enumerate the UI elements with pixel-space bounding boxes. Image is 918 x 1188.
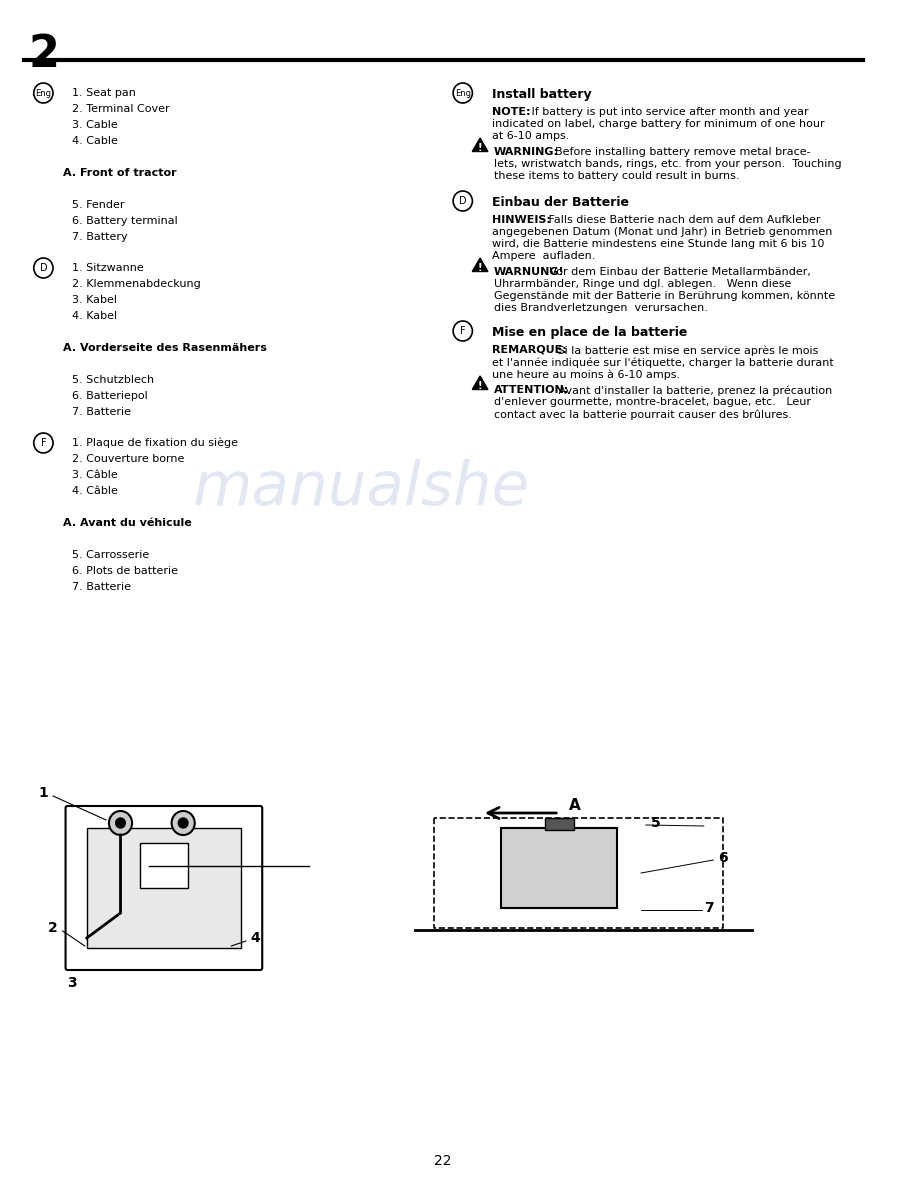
Text: 2. Terminal Cover: 2. Terminal Cover [73, 105, 170, 114]
Text: 6: 6 [718, 851, 728, 865]
Bar [544, 819, 574, 830]
Text: If battery is put into service after month and year: If battery is put into service after mon… [529, 107, 809, 116]
Text: 5: 5 [651, 816, 661, 830]
Text: F: F [40, 438, 46, 448]
Text: !: ! [477, 143, 483, 153]
Text: Avant d'installer la batterie, prenez la précaution: Avant d'installer la batterie, prenez la… [555, 385, 833, 396]
Text: D: D [459, 196, 466, 206]
Circle shape [178, 819, 188, 828]
Text: A. Vorderseite des Rasenmähers: A. Vorderseite des Rasenmähers [62, 343, 266, 353]
Text: Install battery: Install battery [492, 88, 591, 101]
Text: 1: 1 [39, 786, 49, 800]
Text: Mise en place de la batterie: Mise en place de la batterie [492, 326, 687, 339]
Text: 6. Plots de batterie: 6. Plots de batterie [73, 565, 178, 576]
Text: Eng: Eng [454, 88, 471, 97]
Text: Uhrarmbänder, Ringe und dgl. ablegen.   Wenn diese: Uhrarmbänder, Ringe und dgl. ablegen. We… [494, 279, 791, 289]
Text: 3. Câble: 3. Câble [73, 470, 118, 480]
Text: 22: 22 [434, 1154, 452, 1168]
Polygon shape [472, 258, 488, 272]
Text: 2. Couverture borne: 2. Couverture borne [73, 454, 185, 465]
Text: REMARQUE:: REMARQUE: [492, 345, 566, 355]
Text: contact avec la batterie pourrait causer des brûlures.: contact avec la batterie pourrait causer… [494, 409, 791, 419]
Text: at 6-10 amps.: at 6-10 amps. [492, 131, 569, 141]
Text: 3. Cable: 3. Cable [73, 120, 118, 129]
Text: !: ! [477, 263, 483, 273]
Text: 4: 4 [251, 931, 261, 944]
Text: Einbau der Batterie: Einbau der Batterie [492, 196, 629, 209]
Text: indicated on label, charge battery for minimum of one hour: indicated on label, charge battery for m… [492, 119, 824, 129]
Text: Gegenstände mit der Batterie in Berührung kommen, könnte: Gegenstände mit der Batterie in Berührun… [494, 291, 834, 301]
Text: 2: 2 [48, 921, 58, 935]
Text: 7. Batterie: 7. Batterie [73, 407, 131, 417]
Circle shape [116, 819, 126, 828]
Text: 3: 3 [68, 977, 77, 990]
Text: Eng: Eng [36, 88, 51, 97]
Text: A. Avant du véhicule: A. Avant du véhicule [62, 518, 192, 527]
Text: A: A [569, 798, 580, 814]
Text: 7: 7 [704, 901, 713, 915]
Text: wird, die Batterie mindestens eine Stunde lang mit 6 bis 10: wird, die Batterie mindestens eine Stund… [492, 239, 824, 249]
Text: et l'année indiquée sur l'étiquette, charger la batterie durant: et l'année indiquée sur l'étiquette, cha… [492, 358, 834, 367]
Text: 4. Câble: 4. Câble [73, 486, 118, 497]
Text: Ampere  aufladen.: Ampere aufladen. [492, 251, 595, 261]
Bar [87, 828, 241, 948]
Text: 3. Kabel: 3. Kabel [73, 295, 118, 305]
Text: WARNING:: WARNING: [494, 147, 559, 157]
Text: D: D [39, 263, 47, 273]
Text: 1. Plaque de fixation du siège: 1. Plaque de fixation du siège [73, 438, 239, 449]
Text: 4. Kabel: 4. Kabel [73, 311, 118, 321]
Text: ATTENTION:: ATTENTION: [494, 385, 569, 394]
Text: Vor dem Einbau der Batterie Metallarmbänder,: Vor dem Einbau der Batterie Metallarmbän… [545, 267, 811, 277]
Text: 2. Klemmenabdeckung: 2. Klemmenabdeckung [73, 279, 201, 289]
Circle shape [172, 811, 195, 835]
Text: Before installing battery remove metal brace-: Before installing battery remove metal b… [548, 147, 811, 157]
Text: angegebenen Datum (Monat und Jahr) in Betrieb genommen: angegebenen Datum (Monat und Jahr) in Be… [492, 227, 832, 236]
Text: these items to battery could result in burns.: these items to battery could result in b… [494, 171, 739, 181]
Text: F: F [460, 326, 465, 336]
Text: WARNUNG!: WARNUNG! [494, 267, 565, 277]
Polygon shape [472, 138, 488, 152]
Text: NOTE:: NOTE: [492, 107, 531, 116]
Text: Falls diese Batterie nach dem auf dem Aufkleber: Falls diese Batterie nach dem auf dem Au… [544, 215, 820, 225]
Text: 6. Battery terminal: 6. Battery terminal [73, 216, 178, 226]
Text: 7. Batterie: 7. Batterie [73, 582, 131, 592]
Polygon shape [472, 375, 488, 390]
Text: d'enlever gourmette, montre-bracelet, bague, etc.   Leur: d'enlever gourmette, montre-bracelet, ba… [494, 397, 811, 407]
Circle shape [109, 811, 132, 835]
Text: 5. Schutzblech: 5. Schutzblech [73, 375, 154, 385]
Text: 7. Battery: 7. Battery [73, 232, 128, 242]
Text: 1. Sitzwanne: 1. Sitzwanne [73, 263, 144, 273]
Text: 4. Cable: 4. Cable [73, 135, 118, 146]
Text: Si la batterie est mise en service après le mois: Si la batterie est mise en service après… [554, 345, 819, 355]
Text: 1. Seat pan: 1. Seat pan [73, 88, 136, 97]
Text: lets, wristwatch bands, rings, etc. from your person.  Touching: lets, wristwatch bands, rings, etc. from… [494, 159, 841, 169]
Text: HINWEIS:: HINWEIS: [492, 215, 551, 225]
Text: manualshe: manualshe [193, 459, 530, 518]
Bar [140, 843, 188, 887]
Bar [501, 828, 617, 908]
Text: 5. Fender: 5. Fender [73, 200, 125, 210]
Text: !: ! [477, 381, 483, 391]
Text: une heure au moins à 6-10 amps.: une heure au moins à 6-10 amps. [492, 369, 680, 379]
Text: A. Front of tractor: A. Front of tractor [62, 168, 176, 178]
Text: 5. Carrosserie: 5. Carrosserie [73, 550, 150, 560]
Text: dies Brandverletzungen  verursachen.: dies Brandverletzungen verursachen. [494, 303, 708, 312]
Text: 2: 2 [29, 33, 60, 76]
Text: 6. Batteriepol: 6. Batteriepol [73, 391, 148, 402]
